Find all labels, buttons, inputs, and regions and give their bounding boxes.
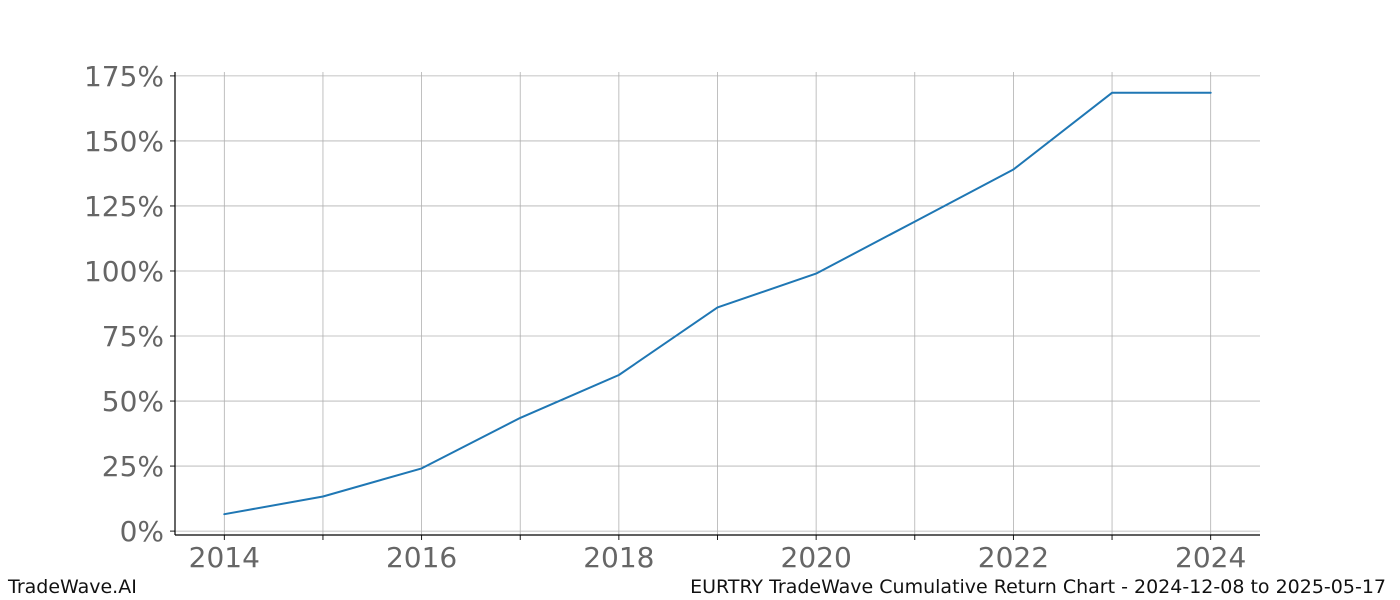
y-tick-label: 0%	[120, 515, 164, 548]
footer-caption: EURTRY TradeWave Cumulative Return Chart…	[690, 576, 1386, 598]
labels-layer: 2014 2016 2018 2020 2022 2024 0% 25% 50% 75% 100% 1…	[84, 60, 1246, 574]
grid-layer	[175, 72, 1260, 535]
y-tick-label: 25%	[102, 450, 164, 483]
y-tick-label: 125%	[84, 190, 164, 223]
series-layer	[223, 91, 1212, 516]
cumulative-return-line	[223, 91, 1212, 516]
x-tick-label: 2020	[781, 541, 852, 574]
footer-brand: TradeWave.AI	[8, 576, 137, 598]
x-tick-label: 2022	[978, 541, 1049, 574]
y-tick-label: 175%	[84, 60, 164, 93]
x-tick-label: 2014	[189, 541, 260, 574]
y-tick-label: 50%	[102, 385, 164, 418]
axes-layer	[170, 72, 1260, 540]
y-tick-label: 150%	[84, 125, 164, 158]
x-tick-label: 2018	[583, 541, 654, 574]
y-tick-label: 75%	[102, 320, 164, 353]
x-tick-label: 2024	[1175, 541, 1246, 574]
x-tick-label: 2016	[386, 541, 457, 574]
y-tick-label: 100%	[84, 255, 164, 288]
